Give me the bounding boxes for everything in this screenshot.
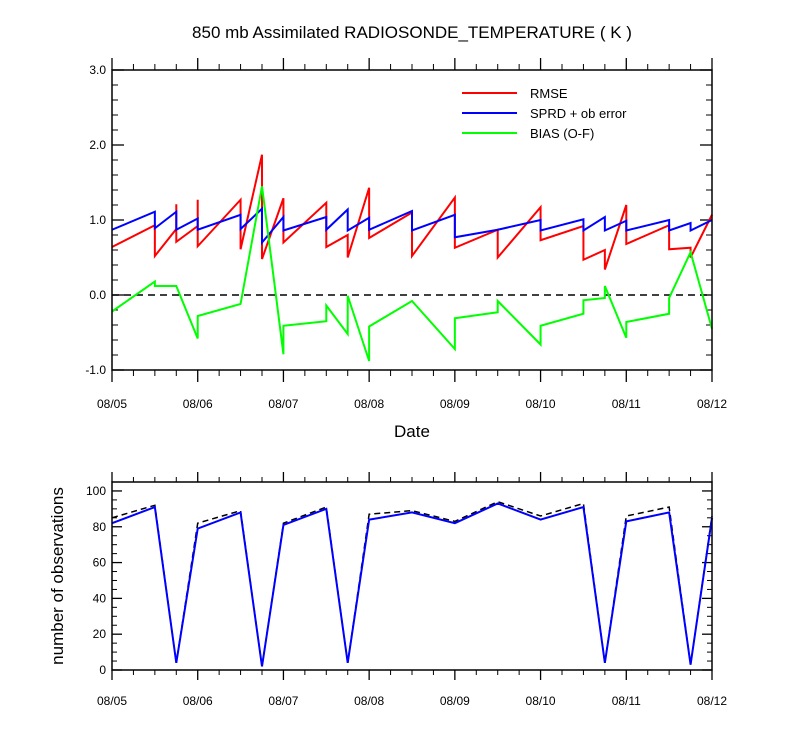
x-tick-label: 08/06 — [183, 694, 213, 708]
y-tick-label: 1.0 — [89, 213, 106, 227]
top-axis-ticks — [111, 58, 713, 382]
legend-bias-label: BIAS (O-F) — [530, 126, 594, 141]
bottom-axis-ticks — [111, 472, 713, 680]
y-tick-label: 80 — [93, 520, 107, 534]
y-tick-label: 3.0 — [89, 63, 106, 77]
y-tick-label: 0.0 — [89, 288, 106, 302]
x-tick-label: 08/12 — [697, 397, 727, 411]
top-series-lines — [111, 154, 713, 362]
bottom-series-lines — [111, 500, 713, 667]
bottom-y-tick-labels: 0 20 40 60 80 100 — [86, 484, 106, 677]
legend-sprd-label: SPRD + ob error — [530, 106, 627, 121]
x-tick-label: 08/08 — [354, 694, 384, 708]
x-tick-label: 08/07 — [268, 397, 298, 411]
series-line-sprd-ob-error — [111, 206, 713, 246]
bottom-plot-frame — [111, 481, 713, 671]
y-tick-label: 20 — [93, 627, 107, 641]
y-tick-label: 40 — [93, 591, 107, 605]
x-tick-label: 08/09 — [440, 694, 470, 708]
x-tick-label: 08/12 — [697, 694, 727, 708]
y-tick-label: 0 — [99, 663, 106, 677]
series-line-bias-o-f — [111, 186, 713, 362]
y-tick-label: -1.0 — [85, 363, 106, 377]
x-tick-label: 08/08 — [354, 397, 384, 411]
x-tick-label: 08/10 — [526, 397, 556, 411]
top-x-axis-title: Date — [394, 422, 430, 441]
top-panel: 850 mb Assimilated RADIOSONDE_TEMPERATUR… — [85, 23, 727, 441]
legend-rmse-label: RMSE — [530, 86, 568, 101]
top-plot-frame — [111, 69, 713, 371]
x-tick-label: 08/11 — [612, 694, 641, 708]
series-line-assimilated — [111, 502, 713, 667]
top-chart-title: 850 mb Assimilated RADIOSONDE_TEMPERATUR… — [192, 23, 632, 42]
series-line-rmse — [111, 154, 713, 270]
y-tick-label: 2.0 — [89, 138, 106, 152]
bottom-y-axis-title: number of observations — [48, 487, 67, 665]
bottom-x-tick-labels: 08/05 08/06 08/07 08/08 08/09 08/10 08/11 08/12 — [97, 694, 727, 708]
y-tick-label: 100 — [86, 484, 106, 498]
y-tick-label: 60 — [93, 556, 107, 570]
top-y-tick-labels: -1.0 0.0 1.0 2.0 3.0 — [85, 63, 106, 377]
top-x-tick-labels: 08/05 08/06 08/07 08/08 08/09 08/10 08/11 08/12 — [97, 397, 727, 411]
x-tick-label: 08/07 — [268, 694, 298, 708]
x-tick-label: 08/05 — [97, 397, 127, 411]
x-tick-label: 08/10 — [526, 694, 556, 708]
x-tick-label: 08/09 — [440, 397, 470, 411]
legend: RMSE SPRD + ob error BIAS (O-F) — [462, 86, 627, 141]
x-tick-label: 08/06 — [183, 397, 213, 411]
x-tick-label: 08/05 — [97, 694, 127, 708]
x-tick-label: 08/11 — [612, 397, 641, 411]
